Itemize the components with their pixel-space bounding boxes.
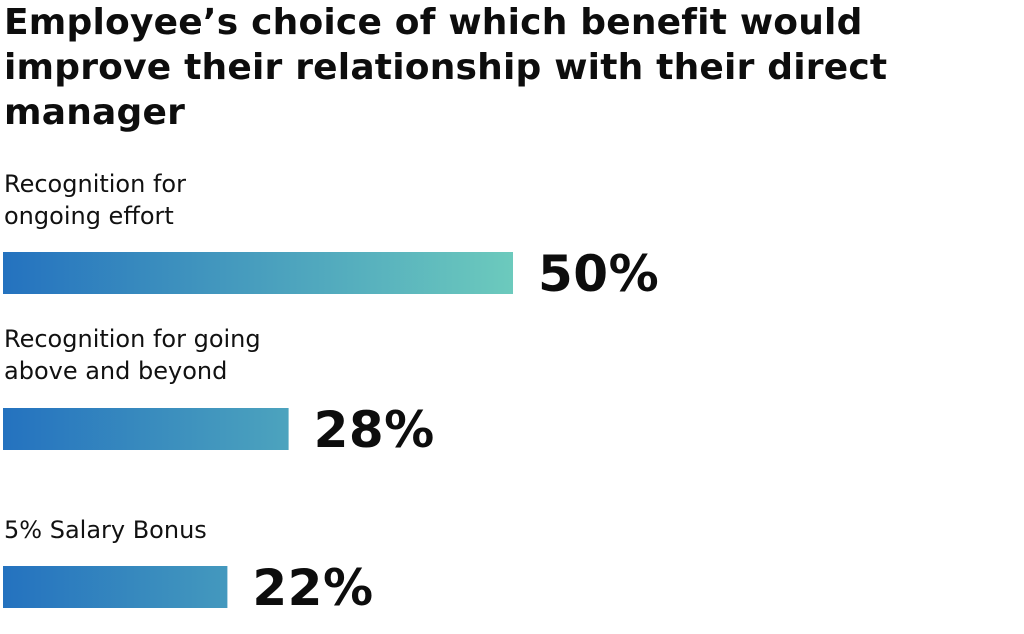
- chart-title: Employee’s choice of which benefit would…: [4, 2, 888, 133]
- category-label: Recognition for ongoing effort: [4, 170, 186, 230]
- value-label: 50%: [538, 245, 660, 303]
- value-label: 22%: [252, 559, 374, 617]
- bar: [3, 408, 289, 450]
- bar: [3, 252, 513, 294]
- bar: [3, 566, 228, 608]
- value-label: 28%: [313, 401, 435, 459]
- category-label: Recognition for going above and beyond: [4, 325, 261, 385]
- category-label: 5% Salary Bonus: [4, 516, 207, 544]
